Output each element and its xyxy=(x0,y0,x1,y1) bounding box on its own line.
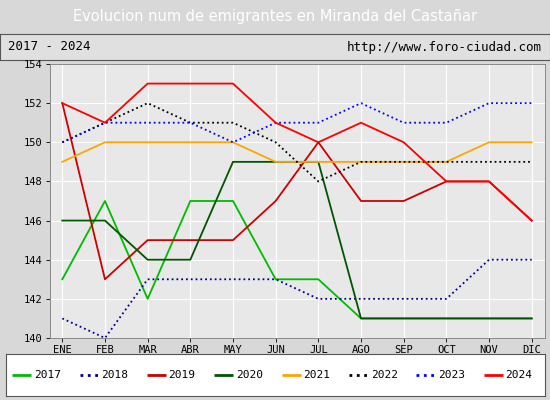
Text: 2019: 2019 xyxy=(168,370,196,380)
Text: http://www.foro-ciudad.com: http://www.foro-ciudad.com xyxy=(346,40,542,54)
Text: 2020: 2020 xyxy=(236,370,263,380)
Text: Evolucion num de emigrantes en Miranda del Castañar: Evolucion num de emigrantes en Miranda d… xyxy=(73,10,477,24)
Text: 2021: 2021 xyxy=(303,370,331,380)
Text: 2017: 2017 xyxy=(34,370,61,380)
Text: 2018: 2018 xyxy=(101,370,128,380)
Text: 2023: 2023 xyxy=(438,370,465,380)
Text: 2022: 2022 xyxy=(371,370,398,380)
Text: 2017 - 2024: 2017 - 2024 xyxy=(8,40,91,54)
Text: 2024: 2024 xyxy=(505,370,532,380)
